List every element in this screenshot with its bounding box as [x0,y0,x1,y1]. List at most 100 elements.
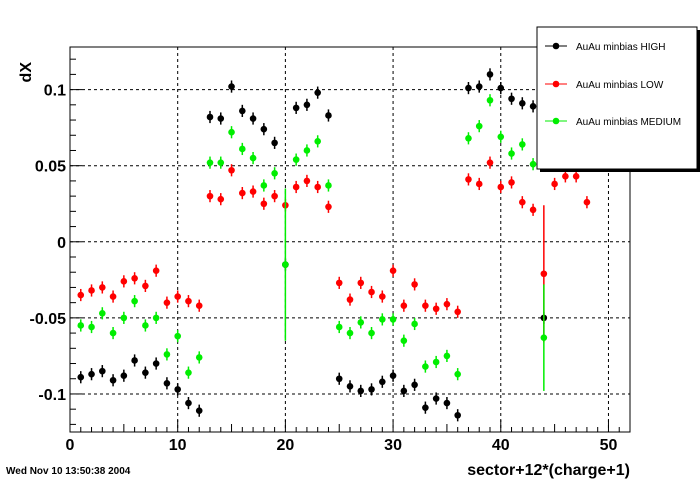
data-point [465,135,472,142]
y-tick-label: -0.05 [30,311,67,328]
data-point [282,261,289,268]
data-point [368,288,375,296]
legend: AuAu minbias HIGH AuAu minbias LOW AuAu mi… [536,26,700,172]
data-point [88,370,95,378]
data-point [239,189,246,197]
data-point [260,125,268,133]
data-point [131,275,138,282]
data-point [249,188,257,195]
data-point [217,159,225,166]
data-point [88,323,95,331]
data-point [195,354,203,361]
data-point [411,381,418,389]
legend-marker [552,80,560,88]
data-point [195,407,203,414]
data-point [217,195,225,203]
data-point [540,270,548,278]
data-point [519,198,526,206]
data-point [77,373,85,381]
legend-label: AuAu minbias LOW [576,80,664,91]
y-tick-label: 0 [57,235,66,252]
data-point [325,203,332,211]
data-point [400,387,408,395]
data-point [551,180,558,188]
data-point [99,284,106,291]
data-point [131,297,138,305]
data-point [411,320,418,328]
axis-ticks: 0 10 20 30 40 50 -0.1 -0.05 0 0.05 0.1 [30,58,631,454]
data-point [271,192,278,200]
data-point [508,179,515,186]
data-point [454,308,461,316]
data-point [163,351,171,358]
data-point [292,183,300,191]
data-point [486,96,494,104]
data-point [508,150,515,157]
data-point [346,296,354,303]
data-point [411,281,418,288]
data-point [77,291,85,299]
data-point [432,358,440,366]
data-point [303,177,311,185]
y-tick-label: 0.1 [44,83,66,100]
data-point [519,141,526,148]
data-point [152,314,160,322]
x-tick-label: 50 [600,437,618,454]
data-point [109,376,117,384]
data-point [368,386,375,393]
data-point [357,319,365,326]
data-point [379,316,386,323]
x-tick-label: 20 [276,437,294,454]
data-point [443,352,451,360]
data-point [335,323,343,331]
data-point [152,360,160,367]
data-point [174,386,181,393]
data-point [486,159,494,166]
data-point [185,369,192,376]
data-point [335,279,343,287]
data-point [163,299,171,306]
data-point [400,302,408,309]
x-tick-label: 0 [66,437,75,454]
data-point [99,367,106,375]
data-point [583,198,591,206]
data-point [443,399,451,407]
data-point [357,279,365,287]
data-point [249,154,257,162]
data-point [379,293,386,300]
data-point [120,372,128,379]
legend-label: AuAu minbias HIGH [576,42,665,53]
data-point [292,156,300,163]
data-point [142,369,149,376]
data-point [99,310,106,317]
series-group [77,68,548,422]
data-point [314,138,321,145]
data-point [572,173,580,180]
data-points [77,68,591,422]
data-point [422,302,429,309]
legend-marker [552,42,560,50]
data-point [292,104,300,112]
legend-marker [552,117,560,125]
data-point [465,84,472,92]
data-point [185,399,192,407]
y-tick-label: 0.05 [35,159,66,176]
data-point [335,375,343,383]
data-point [357,387,365,395]
data-point [432,305,440,313]
data-point [422,404,429,411]
data-point [217,115,225,122]
data-point [174,332,181,340]
data-point [465,176,472,183]
data-point [271,139,278,147]
data-point [206,192,214,200]
data-point [529,103,537,110]
data-point [519,100,526,107]
data-point [379,378,386,386]
data-point [271,170,278,177]
timestamp-label: Wed Nov 10 13:50:38 2004 [6,466,131,477]
data-point [206,113,214,121]
data-point [239,107,246,115]
data-point [540,334,548,341]
